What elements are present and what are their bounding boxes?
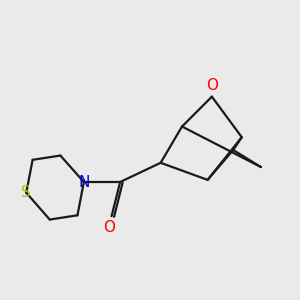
Text: O: O — [103, 220, 116, 235]
Text: S: S — [21, 185, 31, 200]
Text: O: O — [206, 78, 218, 93]
Text: N: N — [78, 175, 89, 190]
